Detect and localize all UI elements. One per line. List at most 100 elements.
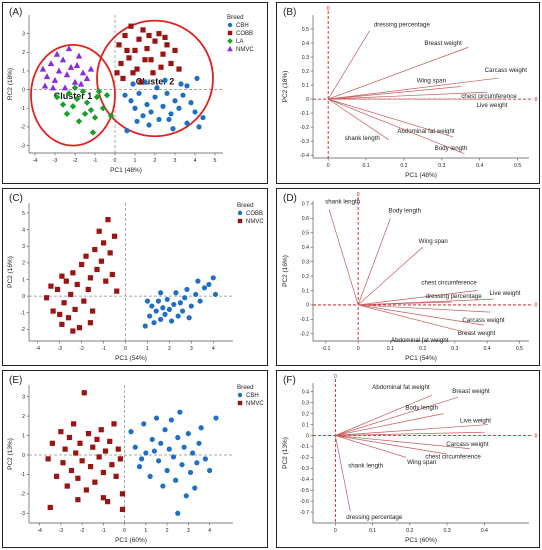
data-point (185, 430, 191, 437)
loading-label: Body length (405, 405, 438, 412)
data-point (179, 462, 185, 468)
panel-label: (E) (9, 375, 22, 386)
data-point (162, 77, 168, 83)
data-point (85, 286, 91, 293)
data-point (142, 57, 148, 63)
loading-vector (335, 424, 489, 436)
data-point (155, 298, 162, 304)
legend-label: LA (236, 39, 243, 45)
y-tick-label: -0.3 (300, 466, 309, 472)
data-point (75, 497, 81, 503)
x-axis-label: PC1 (48%) (405, 172, 437, 179)
loading-label: chest circumference (461, 93, 517, 100)
series-la (53, 84, 115, 136)
data-point (201, 285, 208, 291)
data-point (212, 291, 219, 298)
legend-label: NMVC (246, 401, 264, 407)
data-point (111, 233, 118, 239)
data-point (65, 45, 73, 52)
data-point (128, 429, 134, 435)
data-point (172, 98, 178, 104)
data-point (95, 88, 103, 95)
y-axis-label: PC2 (18%) (282, 71, 289, 103)
data-point (48, 283, 54, 289)
data-point (59, 273, 65, 279)
zero-marker-right: 0 (535, 433, 538, 439)
data-point (166, 446, 172, 452)
x-tick-label: 5 (214, 158, 217, 164)
loading-vector (335, 435, 351, 512)
data-point (198, 425, 204, 431)
data-point (102, 448, 109, 454)
legend-marker (237, 400, 243, 406)
y-tick-label: 0.7 (302, 202, 309, 208)
x-tick-label: 0.3 (438, 163, 445, 169)
data-point (81, 110, 89, 118)
data-point (132, 444, 138, 450)
x-tick-label: 3 (174, 158, 177, 164)
data-point (83, 75, 91, 82)
data-point (126, 55, 132, 61)
data-point (153, 415, 160, 421)
legend-marker (237, 210, 243, 216)
x-tick-label: -4 (33, 158, 38, 164)
data-point (164, 90, 170, 96)
y-tick-label: -3 (20, 511, 25, 517)
legend-marker (227, 38, 233, 44)
x-tick-label: 0 (123, 528, 126, 534)
data-point (119, 491, 126, 497)
x-tick-label: 2 (166, 528, 169, 534)
data-point (132, 105, 138, 111)
data-point (194, 460, 200, 466)
data-point (134, 118, 140, 124)
x-tick-label: 0.2 (419, 346, 426, 352)
data-point (61, 300, 67, 306)
y-tick-label: -2 (20, 327, 25, 333)
x-tick-label: 0.4 (483, 346, 490, 352)
panel-d: (D) -0.1 0 0.1 0.2 0.3 0.4 0.5 -0.2 -0.1 0 0.1 0.2 0.… (276, 188, 540, 366)
data-point (87, 275, 94, 281)
y-tick-label: 1 (22, 433, 25, 439)
data-point (196, 124, 202, 130)
x-tick-label: -2 (80, 528, 85, 534)
loading-label: Breast weight (458, 330, 496, 337)
x-axis-label: PC1 (54%) (115, 355, 147, 362)
data-point (183, 493, 189, 499)
data-point (47, 60, 55, 67)
data-point (164, 467, 170, 474)
data-point (61, 84, 69, 91)
data-point (158, 64, 164, 70)
x-tick-label: -1 (101, 346, 106, 352)
cluster-label: Cluster 2 (136, 76, 175, 86)
data-point (122, 92, 128, 98)
data-point (140, 27, 146, 33)
data-point (77, 80, 85, 87)
y-tick-label: -0.4 (300, 477, 309, 483)
y-tick-label: 0 (22, 294, 25, 300)
data-point (171, 301, 177, 308)
data-point (187, 469, 194, 476)
series-cbh (122, 75, 206, 134)
data-point (88, 464, 94, 470)
panel-e: (E) -4 -3 -2 -1 0 1 2 3 4 -3 -2 -1 0 1 2 3 PC1 (60%) PC2 (… (2, 370, 268, 548)
data-point (92, 246, 98, 253)
loading-vector (357, 246, 423, 306)
data-point (143, 450, 149, 456)
data-point (197, 298, 203, 304)
loading-vector (358, 301, 452, 306)
data-point (173, 477, 179, 483)
data-point (59, 101, 67, 108)
data-point (59, 56, 67, 63)
data-point (153, 308, 159, 314)
data-point (43, 295, 50, 301)
data-point (75, 475, 81, 481)
y-tick-label: 0.2 (302, 69, 309, 75)
data-point (160, 51, 166, 57)
data-point (70, 270, 76, 276)
data-point (170, 454, 177, 460)
data-point (81, 298, 87, 304)
data-point (149, 436, 155, 443)
data-point (39, 65, 47, 72)
loading-label: dressing percentage (426, 293, 483, 300)
y-tick-label: -0.1 (300, 111, 309, 117)
